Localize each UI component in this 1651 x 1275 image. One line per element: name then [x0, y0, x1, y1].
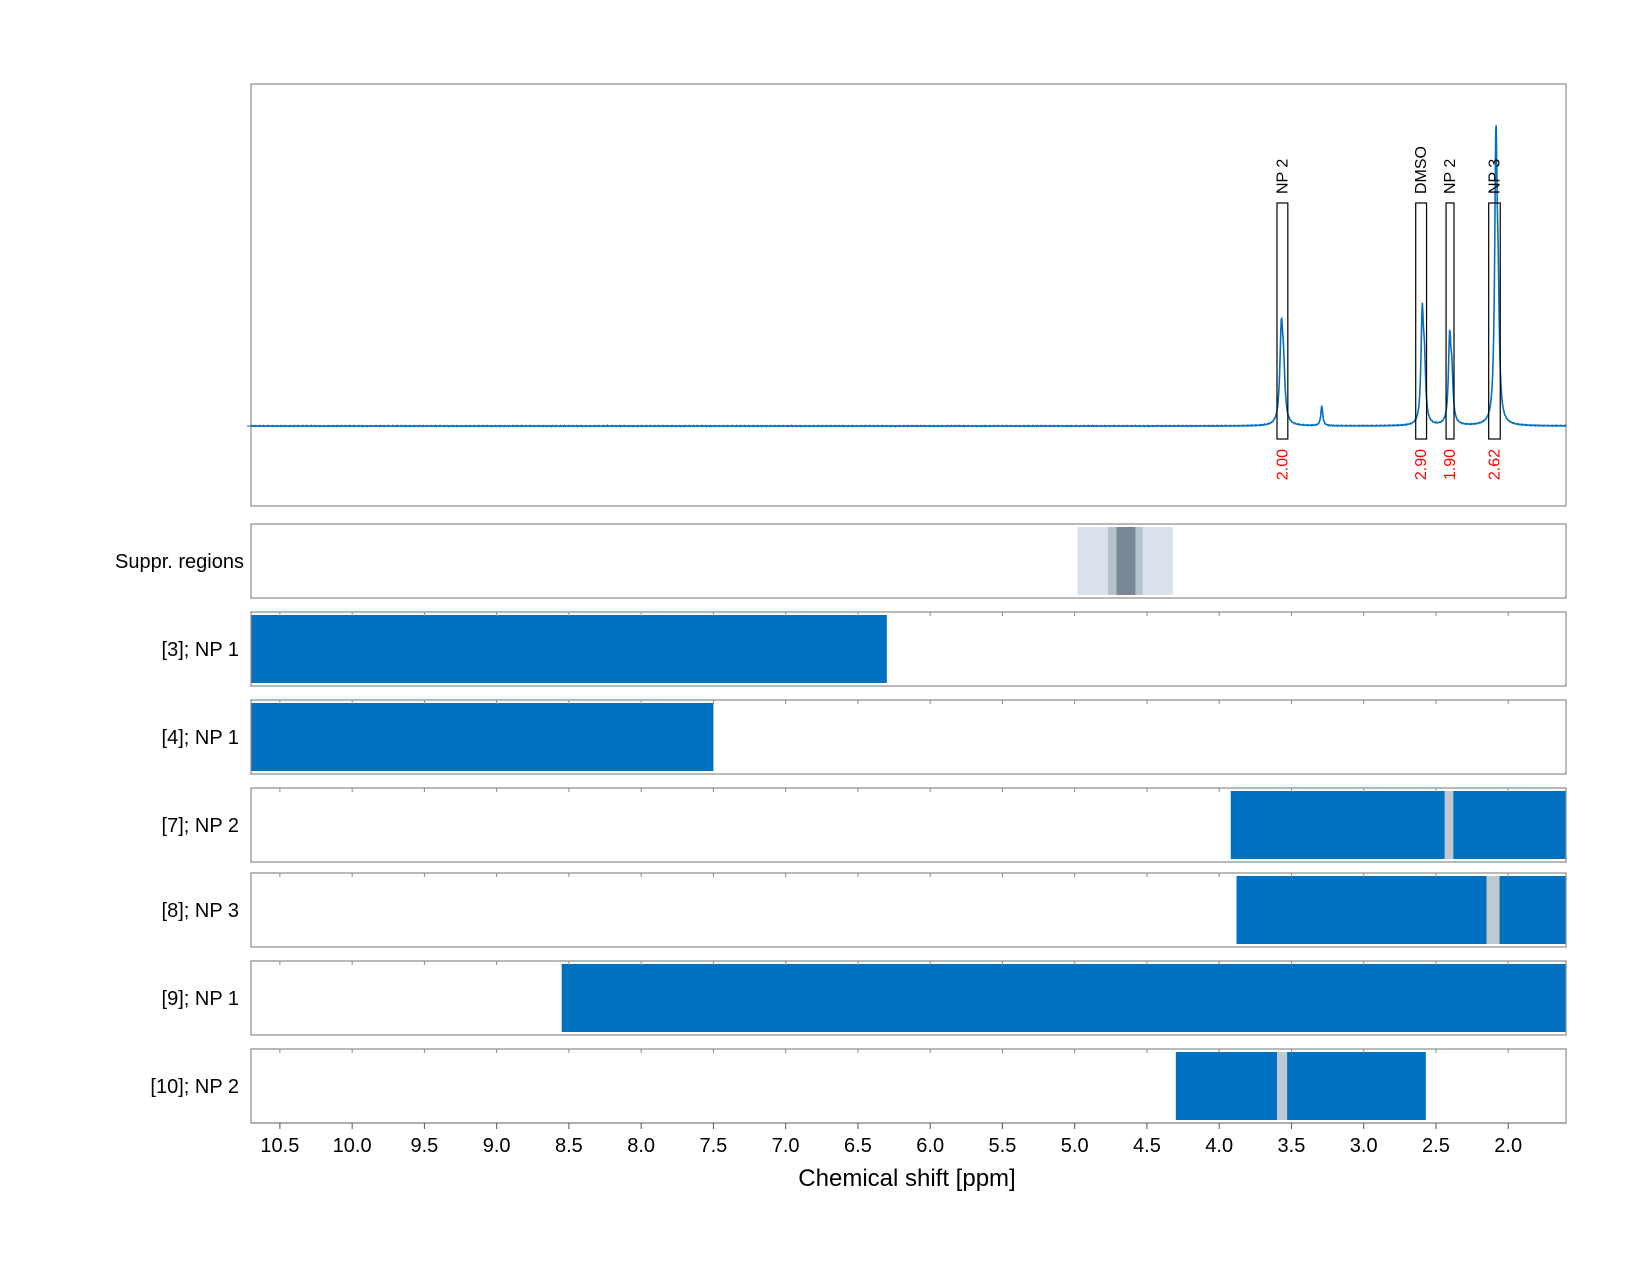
x-tick-label: 3.5	[1278, 1135, 1306, 1157]
x-tick-label: 8.5	[555, 1135, 583, 1157]
row-frame	[250, 960, 1567, 1036]
row-bar	[1236, 876, 1487, 944]
assignment-rows: [3]; NP 1 [4]; NP 1 [7]; NP 2 [8]; NP 3 [9];…	[150, 611, 1567, 1124]
spectrum-trace	[250, 125, 1567, 428]
integral-value: 2.00	[1274, 449, 1291, 480]
x-tick-label: 10.0	[333, 1135, 372, 1157]
x-tick-label: 2.5	[1422, 1135, 1450, 1157]
x-tick-label: 2.0	[1494, 1135, 1522, 1157]
row-frame	[250, 699, 1567, 775]
peak-box	[1445, 202, 1455, 440]
assignment-row: [7]; NP 2	[162, 787, 1567, 863]
assignment-row: [3]; NP 1	[162, 611, 1567, 687]
spectrum-frame	[250, 83, 1567, 507]
x-tick-label: 10.5	[260, 1135, 299, 1157]
row-frame	[250, 611, 1567, 687]
peak-box	[1415, 202, 1428, 440]
row-bar	[251, 615, 887, 683]
spectrum-panel: NP 2 2.00 DMSO 2.90 NP 2 1.90 NP 3 2.62	[247, 83, 1567, 507]
row-frame	[250, 787, 1567, 863]
row-label: [9]; NP 1	[162, 988, 239, 1010]
peak-label: NP 2	[1274, 159, 1291, 194]
x-tick-label: 6.0	[916, 1135, 944, 1157]
integral-value: 1.90	[1442, 449, 1459, 480]
assignment-row: [8]; NP 3	[162, 872, 1567, 948]
assignment-row: [4]; NP 1	[162, 699, 1567, 775]
x-tick-label: 3.0	[1350, 1135, 1378, 1157]
x-tick-label: 8.0	[627, 1135, 655, 1157]
x-tick-label: 9.5	[411, 1135, 439, 1157]
peak-label: DMSO	[1413, 146, 1430, 194]
assignment-row: [9]; NP 1	[162, 960, 1567, 1036]
row-bar	[1230, 791, 1445, 859]
row-label: [3]; NP 1	[162, 639, 239, 661]
row-label: [8]; NP 3	[162, 900, 239, 922]
suppr-band	[1116, 527, 1136, 595]
suppr-label: Suppr. regions	[115, 551, 244, 573]
row-frame	[250, 872, 1567, 948]
row-gap	[1486, 876, 1500, 944]
x-axis: 10.5 10.0 9.5 9.0 8.5 8.0 7.5 7.0 6.5 6.0 5.5 5.0 4.…	[251, 1122, 1566, 1157]
x-tick-label: 5.0	[1061, 1135, 1089, 1157]
row-gap	[1276, 1052, 1288, 1120]
row-gap	[1444, 791, 1454, 859]
assignment-row: [10]; NP 2	[150, 1048, 1567, 1124]
row-label: [4]; NP 1	[162, 727, 239, 749]
x-tick-label: 4.0	[1205, 1135, 1233, 1157]
peak-label: NP 3	[1486, 159, 1503, 194]
row-bar	[251, 703, 714, 771]
row-label: [7]; NP 2	[162, 815, 239, 837]
row-label: [10]; NP 2	[150, 1076, 239, 1098]
peak-box	[1276, 202, 1289, 440]
suppression-panel: Suppr. regions	[115, 523, 1567, 599]
row-bar	[1287, 1052, 1426, 1120]
x-tick-label: 7.5	[700, 1135, 728, 1157]
integral-value: 2.90	[1413, 449, 1430, 480]
row-bar	[561, 964, 1566, 1032]
x-tick-label: 5.5	[989, 1135, 1017, 1157]
x-tick-label: 7.0	[772, 1135, 800, 1157]
x-tick-label: 4.5	[1133, 1135, 1161, 1157]
row-bar	[1175, 1052, 1277, 1120]
peak-box	[1488, 202, 1501, 440]
row-bar	[1453, 791, 1566, 859]
x-axis-label: Chemical shift [ppm]	[798, 1165, 1015, 1192]
peak-label: NP 2	[1442, 159, 1459, 194]
x-tick-label: 9.0	[483, 1135, 511, 1157]
integral-value: 2.62	[1486, 449, 1503, 480]
x-tick-label: 6.5	[844, 1135, 872, 1157]
suppr-frame	[250, 523, 1567, 599]
row-bar	[1499, 876, 1566, 944]
